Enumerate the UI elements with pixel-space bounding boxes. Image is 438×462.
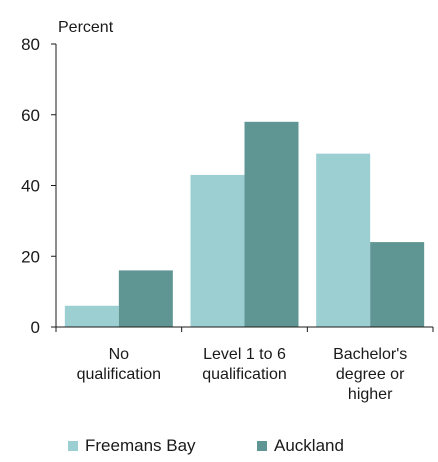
y-axis-ticks: 0 20 40 60 80 <box>21 35 56 337</box>
category-label: qualification <box>77 366 162 383</box>
legend-swatch <box>68 441 78 451</box>
legend: Freemans Bay Auckland <box>68 436 344 455</box>
legend-label: Auckland <box>274 436 344 455</box>
legend-label: Freemans Bay <box>85 436 196 455</box>
y-tick-label: 0 <box>31 318 40 337</box>
bar-auckland <box>244 121 299 327</box>
bar-auckland <box>370 242 425 327</box>
y-tick-label: 80 <box>21 35 40 54</box>
bar-freemans-bay <box>190 174 245 327</box>
category-label: qualification <box>202 366 287 383</box>
category-label: Level 1 to 6 <box>203 346 286 363</box>
y-tick-label: 60 <box>21 106 40 125</box>
category-labels: No qualification Level 1 to 6 qualification… <box>77 346 408 403</box>
category-label: Bachelor's <box>333 346 407 363</box>
bar-freemans-bay <box>64 305 119 327</box>
y-axis-label: Percent <box>58 19 114 36</box>
x-axis-ticks <box>55 327 434 332</box>
legend-swatch <box>257 441 267 451</box>
bars <box>64 121 425 327</box>
category-label: No <box>109 346 130 363</box>
y-tick-label: 20 <box>21 247 40 266</box>
bar-freemans-bay <box>316 153 371 327</box>
bar-auckland <box>118 270 173 327</box>
category-label: higher <box>348 386 393 403</box>
y-tick-label: 40 <box>21 177 40 196</box>
category-label: degree or <box>336 366 405 383</box>
